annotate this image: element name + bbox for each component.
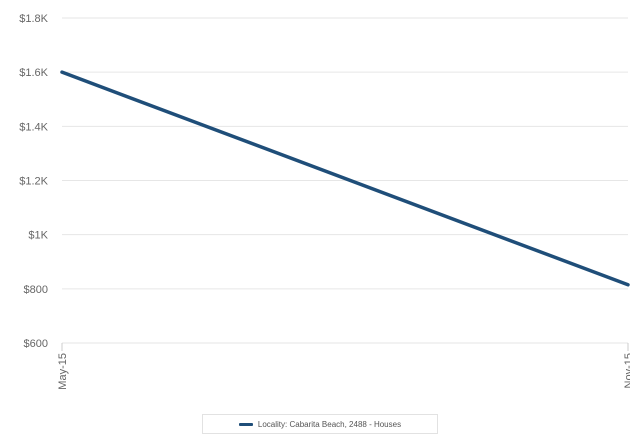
legend-label: Locality: Cabarita Beach, 2488 - Houses <box>257 419 402 429</box>
y-tick-label: $1.8K <box>19 13 48 25</box>
y-tick-label: $1.6K <box>19 67 48 79</box>
x-tick-label: Nov-15 <box>623 353 630 388</box>
x-tick-label: May-15 <box>57 353 69 390</box>
x-axis-ticks: May-15 Nov-15 <box>57 343 630 390</box>
y-tick-label: $1K <box>28 230 48 242</box>
y-tick-label: $800 <box>24 284 48 296</box>
y-axis-ticks: $600 $800 $1K $1.2K $1.4K $1.6K $1.8K <box>19 13 48 350</box>
y-tick-label: $1.2K <box>19 176 48 188</box>
legend[interactable]: Locality: Cabarita Beach, 2488 - Houses <box>202 414 438 434</box>
y-tick-label: $600 <box>24 338 48 350</box>
y-tick-label: $1.4K <box>19 121 48 133</box>
series-line[interactable] <box>60 70 630 287</box>
legend-swatch <box>238 422 253 426</box>
gridlines <box>62 17 628 344</box>
series-layer <box>60 70 630 287</box>
